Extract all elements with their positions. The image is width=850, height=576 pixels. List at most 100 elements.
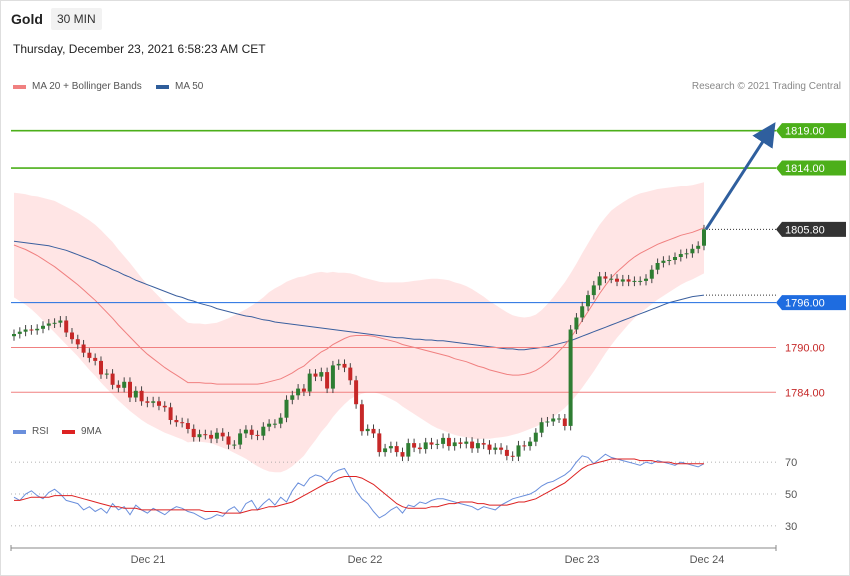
candle-body — [551, 418, 556, 422]
price-tag-resistance — [776, 123, 846, 139]
candle-body — [93, 357, 98, 361]
chart-datetime: Thursday, December 23, 2021 6:58:23 AM C… — [13, 42, 266, 56]
candle-body — [673, 257, 677, 260]
ma20-swatch — [13, 84, 26, 89]
candle-body — [29, 329, 34, 331]
candle-body — [620, 279, 625, 282]
candle-body — [220, 432, 225, 437]
candle-body — [64, 320, 69, 333]
candle-body — [162, 405, 167, 408]
candle-body — [12, 334, 16, 337]
candle-body — [330, 365, 335, 389]
candle-body — [348, 367, 353, 381]
candle-body — [528, 441, 533, 447]
candle-body — [557, 418, 561, 420]
candle-body — [504, 449, 509, 456]
candle-body — [354, 380, 359, 405]
candle-body — [568, 329, 573, 426]
candles-layer — [12, 224, 706, 462]
price-tags-layer: 1819.00 1814.00 1805.80 1796.00 1790.00 1784.… — [776, 123, 846, 399]
candle-body — [122, 381, 127, 388]
candle-body — [452, 442, 457, 447]
candle-body — [383, 448, 388, 453]
candle-body — [342, 363, 347, 368]
candle-body — [174, 420, 179, 423]
candle-body — [632, 280, 637, 282]
rsi-ma-swatch — [62, 429, 75, 434]
rsi-panel: 30 50 70 — [11, 453, 797, 533]
candle-body — [255, 434, 260, 436]
price-tag-resistance — [776, 160, 846, 176]
candle-body — [429, 442, 434, 445]
candle-body — [46, 323, 51, 326]
candle-body — [464, 441, 469, 444]
price-tag-label: 1784.00 — [785, 387, 825, 399]
candle-body — [301, 388, 306, 392]
candle-body — [684, 253, 689, 255]
rsi-ma-line — [14, 458, 704, 514]
candle-body — [307, 373, 312, 392]
candle-body — [586, 295, 590, 307]
ma20-line — [13, 227, 705, 385]
candle-body — [597, 276, 602, 286]
candle-body — [180, 422, 185, 424]
candle-body — [516, 445, 521, 457]
time-axis-label: Dec 23 — [565, 554, 600, 566]
candle-body — [209, 434, 214, 439]
candle-body — [481, 443, 486, 445]
candle-body — [325, 372, 330, 389]
timeframe-badge[interactable]: 30 MIN — [51, 8, 102, 30]
price-tag-label: 1796.00 — [785, 298, 825, 310]
candle-body — [400, 452, 405, 457]
candle-body — [638, 280, 643, 282]
rsi-line — [13, 453, 705, 521]
candle-body — [272, 423, 277, 425]
candle-body — [359, 404, 364, 432]
price-tag-label: 1814.00 — [785, 163, 825, 175]
candle-body — [371, 428, 376, 434]
candle-body — [336, 363, 341, 366]
candle-body — [278, 417, 283, 424]
candle-body — [499, 447, 504, 450]
candle-body — [296, 388, 301, 396]
price-tag-label: 1805.80 — [785, 224, 825, 236]
legend-rsi-ma-label: 9MA — [81, 426, 102, 437]
candle-body — [185, 423, 190, 429]
candle-body — [609, 278, 614, 280]
candle-body — [690, 248, 695, 254]
candle-body — [319, 372, 324, 377]
rsi-tick-label: 50 — [785, 489, 797, 501]
candle-body — [626, 279, 631, 282]
candle-body — [70, 332, 74, 340]
candle-body — [458, 442, 463, 444]
candle-body — [139, 390, 144, 402]
candle-body — [423, 442, 428, 450]
target-arrow — [704, 122, 776, 231]
candle-body — [191, 428, 196, 438]
candle-body — [267, 423, 272, 427]
candle-body — [470, 441, 475, 449]
target-arrow-layer — [704, 122, 776, 231]
candle-body — [128, 381, 132, 398]
legend-ma20: MA 20 + Bollinger Bands — [13, 81, 142, 92]
candle-body — [667, 260, 672, 261]
candle-body — [23, 329, 28, 332]
candle-body — [168, 407, 173, 420]
price-tag-last — [776, 221, 846, 237]
candle-body — [661, 260, 666, 263]
price-tag-label: 1819.00 — [785, 126, 825, 138]
candle-body — [41, 325, 45, 329]
time-axis-label: Dec 21 — [131, 554, 166, 566]
candle-body — [35, 328, 40, 331]
candle-body — [133, 390, 138, 398]
candle-body — [603, 276, 608, 279]
candle-body — [290, 395, 295, 400]
candle-body — [104, 373, 109, 375]
candle-body — [99, 360, 103, 375]
rsi-tick-label: 30 — [785, 521, 797, 533]
candle-body — [412, 443, 417, 448]
candle-body — [52, 322, 57, 324]
price-levels-layer — [11, 129, 776, 393]
instrument-title: Gold — [11, 11, 43, 27]
legend-ma50: MA 50 — [156, 81, 203, 92]
